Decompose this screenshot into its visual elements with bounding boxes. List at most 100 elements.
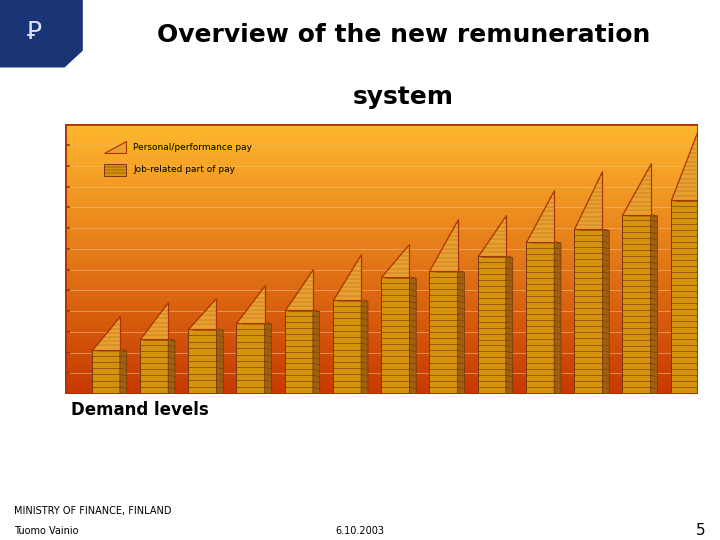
Polygon shape bbox=[574, 171, 603, 229]
Bar bbox=[65, 390, 698, 392]
Text: Personal/performance pay: Personal/performance pay bbox=[133, 143, 252, 152]
Bar bbox=[65, 131, 698, 132]
Polygon shape bbox=[284, 310, 320, 312]
Bar bbox=[65, 195, 698, 197]
Bar bbox=[65, 278, 698, 280]
Bar bbox=[65, 286, 698, 287]
Bar bbox=[65, 281, 698, 282]
Bar bbox=[65, 223, 698, 224]
Polygon shape bbox=[284, 268, 313, 310]
Polygon shape bbox=[140, 339, 175, 341]
Bar bbox=[65, 298, 698, 300]
Bar bbox=[65, 265, 698, 266]
Text: system: system bbox=[353, 85, 454, 109]
Bar bbox=[65, 148, 698, 150]
Bar bbox=[65, 320, 698, 321]
Bar bbox=[65, 217, 698, 219]
Bar bbox=[65, 221, 698, 222]
Bar bbox=[429, 271, 458, 393]
Bar bbox=[65, 254, 698, 255]
Bar bbox=[65, 147, 698, 149]
Bar bbox=[65, 132, 698, 133]
Bar bbox=[65, 310, 698, 312]
Bar bbox=[65, 262, 698, 263]
Bar bbox=[65, 251, 698, 252]
Text: 5: 5 bbox=[696, 523, 706, 538]
Polygon shape bbox=[622, 214, 657, 216]
Bar bbox=[65, 127, 698, 128]
Bar bbox=[65, 322, 698, 324]
Bar bbox=[65, 339, 698, 340]
Bar bbox=[65, 297, 698, 298]
Bar bbox=[65, 249, 698, 251]
Bar bbox=[65, 368, 698, 370]
Bar bbox=[65, 247, 698, 248]
Bar bbox=[65, 321, 698, 322]
Polygon shape bbox=[91, 349, 127, 351]
Polygon shape bbox=[91, 316, 120, 349]
Bar bbox=[65, 224, 698, 226]
Polygon shape bbox=[699, 200, 706, 395]
Bar bbox=[65, 185, 698, 186]
Bar bbox=[65, 215, 698, 216]
Bar bbox=[65, 332, 698, 333]
Bar bbox=[65, 372, 698, 373]
Bar bbox=[65, 267, 698, 268]
Polygon shape bbox=[265, 322, 271, 395]
Bar bbox=[65, 172, 698, 173]
Bar bbox=[65, 289, 698, 291]
Polygon shape bbox=[236, 285, 265, 322]
Polygon shape bbox=[236, 322, 271, 324]
Bar bbox=[65, 204, 698, 205]
Bar bbox=[65, 219, 698, 220]
Polygon shape bbox=[381, 277, 416, 278]
Bar bbox=[236, 322, 265, 393]
Polygon shape bbox=[651, 214, 657, 395]
Bar bbox=[65, 216, 698, 217]
Bar bbox=[65, 275, 698, 276]
Bar bbox=[65, 319, 698, 320]
Polygon shape bbox=[188, 298, 217, 329]
Polygon shape bbox=[477, 214, 506, 256]
Bar bbox=[381, 277, 410, 393]
Bar bbox=[65, 377, 698, 378]
Bar bbox=[65, 362, 698, 363]
Bar bbox=[65, 246, 698, 247]
Bar bbox=[622, 214, 651, 393]
Bar bbox=[65, 177, 698, 178]
Bar bbox=[65, 367, 698, 368]
Bar bbox=[65, 355, 698, 356]
Bar bbox=[65, 308, 698, 309]
Bar bbox=[65, 357, 698, 359]
Bar bbox=[65, 181, 698, 183]
Bar bbox=[65, 356, 698, 357]
Bar bbox=[65, 329, 698, 330]
Bar bbox=[65, 302, 698, 303]
Bar bbox=[65, 166, 698, 167]
Polygon shape bbox=[429, 219, 458, 271]
Bar bbox=[574, 229, 603, 393]
Bar bbox=[65, 154, 698, 156]
Bar bbox=[65, 258, 698, 259]
Bar bbox=[65, 268, 698, 270]
Bar bbox=[65, 282, 698, 284]
Bar bbox=[65, 328, 698, 329]
Bar bbox=[65, 336, 698, 338]
Bar bbox=[65, 363, 698, 364]
Bar bbox=[65, 266, 698, 267]
Bar bbox=[65, 244, 698, 246]
Bar bbox=[65, 197, 698, 198]
Bar bbox=[65, 179, 698, 181]
Text: 6.10.2003: 6.10.2003 bbox=[336, 526, 384, 536]
Bar bbox=[65, 294, 698, 295]
Bar bbox=[65, 165, 698, 166]
Bar bbox=[65, 198, 698, 200]
Bar bbox=[65, 354, 698, 355]
Bar bbox=[65, 212, 698, 213]
Bar bbox=[65, 256, 698, 258]
Bar bbox=[65, 227, 698, 228]
Bar bbox=[65, 128, 698, 130]
Bar bbox=[65, 252, 698, 254]
Bar bbox=[65, 313, 698, 314]
Polygon shape bbox=[670, 127, 699, 200]
